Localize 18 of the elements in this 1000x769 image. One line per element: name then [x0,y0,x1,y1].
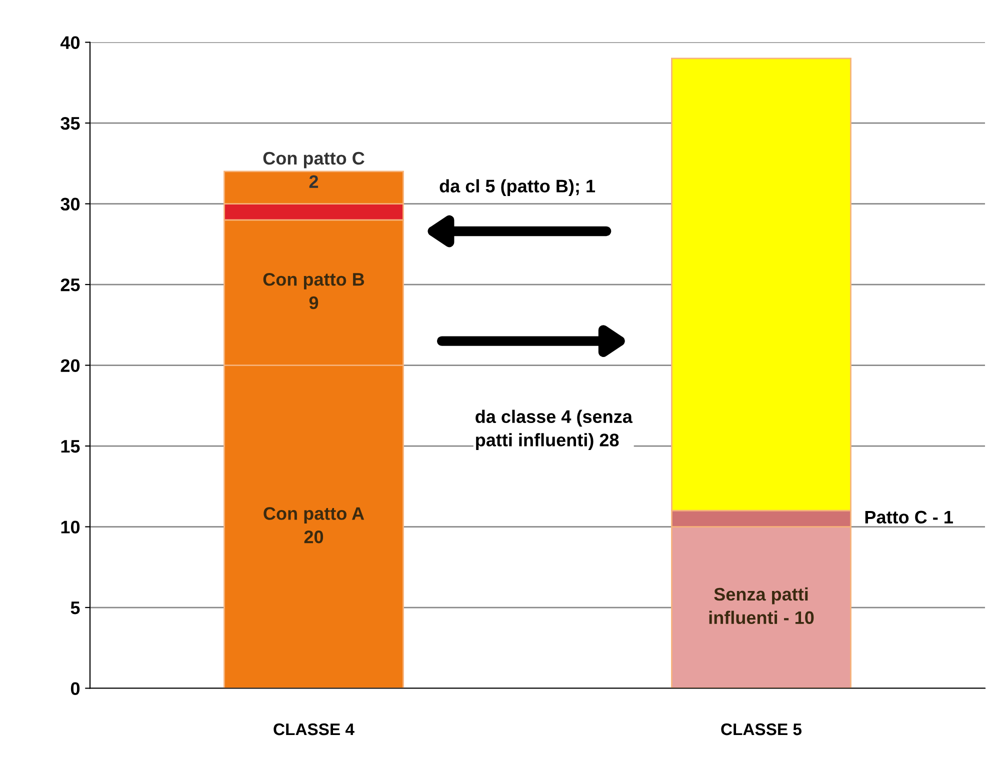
annotation: Patto C - 1 [865,510,953,524]
data-label: Con patto B 9 [263,272,364,310]
y-tick-label: 25 [60,278,80,292]
y-tick-label: 20 [60,359,80,372]
x-tick-label: CLASSE 4 [274,723,354,736]
annotation: Senza patti influenti - 10 [709,587,814,624]
y-tick-label: 10 [61,520,80,534]
data-label: Con patto A 20 [264,507,364,544]
y-tick-label: 0 [70,682,80,695]
y-tick-label: 40 [60,36,80,50]
annotation: da cl 5 (patto B); 1 [440,179,596,196]
y-tick-label: 5 [70,602,80,614]
y-tick-label: 35 [60,116,80,130]
annotation: da classe 4 (senza patti influenti) 28 [476,410,633,450]
y-tick-label: 30 [60,198,80,211]
data-label: Con patto C 2 [263,152,364,188]
x-tick-label: CLASSE 5 [721,723,802,736]
y-tick-label: 15 [61,440,80,453]
